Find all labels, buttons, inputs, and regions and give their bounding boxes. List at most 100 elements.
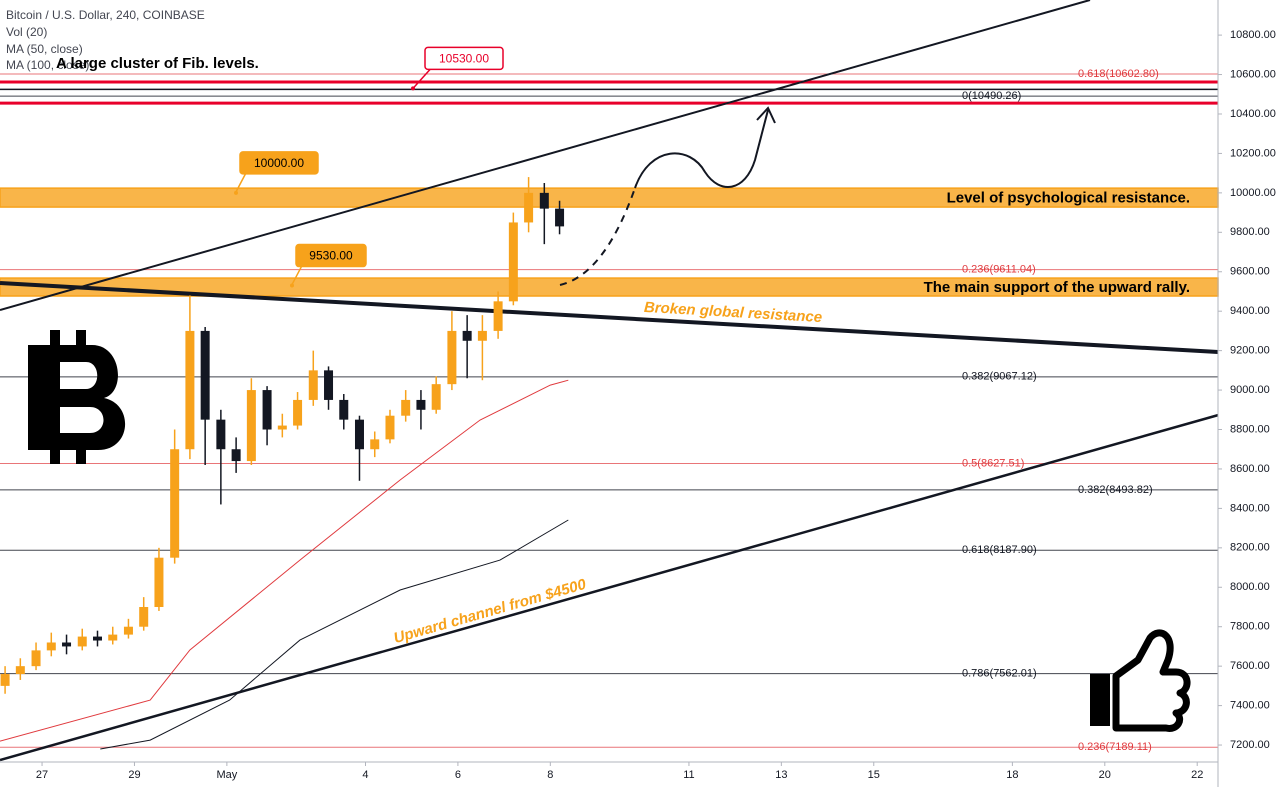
fib-level-label: 0.382(8493.82) xyxy=(1078,484,1153,496)
y-tick-label: 8400.00 xyxy=(1230,502,1270,514)
candle-body xyxy=(108,634,118,641)
x-tick-label: May xyxy=(216,769,237,781)
candle-body xyxy=(92,636,102,641)
fib-level-label: 0.382(9067.12) xyxy=(962,371,1037,383)
callout-label: 10530.00 xyxy=(439,52,489,66)
candle-body xyxy=(31,650,41,667)
callout-dot xyxy=(290,283,294,288)
candle-body xyxy=(416,399,426,410)
x-tick-label: 4 xyxy=(362,769,368,781)
y-tick-label: 10800.00 xyxy=(1230,29,1276,41)
candle-body xyxy=(462,330,472,341)
candle-body xyxy=(200,330,210,420)
x-tick-label: 27 xyxy=(36,769,48,781)
indicator-label: Vol (20) xyxy=(6,25,47,39)
candle-body xyxy=(401,399,411,416)
callout-dot xyxy=(411,86,415,91)
candle-body xyxy=(493,301,503,331)
candle-body xyxy=(524,192,534,223)
ma-line xyxy=(0,379,569,742)
fib-level-label: 0.618(8187.90) xyxy=(962,544,1037,556)
fib-level-label: 0.5(8627.51) xyxy=(962,457,1024,469)
ma-line xyxy=(100,519,569,750)
trendline xyxy=(0,0,1091,311)
x-tick-label: 18 xyxy=(1006,769,1018,781)
callout-label: 9530.00 xyxy=(309,249,353,263)
callout-label: 10000.00 xyxy=(254,156,304,170)
forecast-dashed xyxy=(559,187,636,286)
candle-body xyxy=(15,666,25,675)
candle-body xyxy=(477,330,487,341)
y-tick-label: 7800.00 xyxy=(1230,621,1270,633)
x-tick-label: 6 xyxy=(455,769,461,781)
y-tick-label: 9000.00 xyxy=(1230,384,1270,396)
y-tick-label: 9600.00 xyxy=(1230,266,1270,278)
y-tick-label: 8000.00 xyxy=(1230,581,1270,593)
candle-body xyxy=(0,674,10,686)
candle-body xyxy=(385,415,395,440)
y-tick-label: 10600.00 xyxy=(1230,68,1276,80)
y-tick-label: 8800.00 xyxy=(1230,423,1270,435)
y-tick-label: 10000.00 xyxy=(1230,187,1276,199)
back-layer xyxy=(0,73,1219,748)
candle-body xyxy=(277,425,287,430)
candle-body xyxy=(246,390,256,462)
candle-body xyxy=(539,192,549,209)
candle-body xyxy=(77,636,87,647)
zone-label: Level of psychological resistance. xyxy=(947,190,1190,207)
callout-dot xyxy=(234,190,238,195)
candle-body xyxy=(185,330,195,450)
bitcoin-logo xyxy=(28,330,126,464)
candle-body xyxy=(370,439,380,450)
y-tick-label: 9800.00 xyxy=(1230,226,1270,238)
candle-body xyxy=(324,370,334,400)
y-tick-label: 10200.00 xyxy=(1230,147,1276,159)
fib-level-label: 0.786(7562.01) xyxy=(962,668,1037,680)
candle-body xyxy=(308,370,318,400)
chart-title: Bitcoin / U.S. Dollar, 240, COINBASE xyxy=(6,8,205,22)
x-tick-label: 11 xyxy=(683,769,694,781)
fib-level-label: 0.236(7189.11) xyxy=(1078,741,1152,753)
candle-body xyxy=(216,419,226,450)
legend-entry: MA (100, close) xyxy=(6,58,89,72)
forecast-curve xyxy=(634,109,769,189)
y-tick-label: 7200.00 xyxy=(1230,739,1270,751)
candle-body xyxy=(555,208,565,227)
x-tick-label: 20 xyxy=(1099,769,1111,781)
candle-body xyxy=(262,390,272,430)
candle-body xyxy=(139,606,149,627)
candle-body xyxy=(339,399,349,420)
callout-pointer xyxy=(235,172,247,193)
x-tick-label: 8 xyxy=(547,769,553,781)
fib-level-label: 0(10490.26) xyxy=(962,90,1021,102)
fib-level-label: 0.236(9611.04) xyxy=(962,263,1036,275)
main-layer xyxy=(0,0,1219,762)
y-tick-label: 7400.00 xyxy=(1230,700,1270,712)
annotation: A large cluster of Fib. levels. xyxy=(56,55,259,72)
x-tick-label: 13 xyxy=(775,769,787,781)
candle-body xyxy=(46,642,56,651)
trendline xyxy=(0,413,1219,762)
x-tick-label: 29 xyxy=(128,769,140,781)
candle-body xyxy=(431,384,441,410)
y-tick-label: 10400.00 xyxy=(1230,108,1276,120)
y-tick-label: 8200.00 xyxy=(1230,542,1270,554)
legend-entry: MA (50, close) xyxy=(6,42,83,56)
y-tick-label: 9400.00 xyxy=(1230,305,1270,317)
candle-body xyxy=(508,222,518,302)
forecast-arrowhead xyxy=(756,106,776,124)
trendline xyxy=(0,280,1219,355)
candle-body xyxy=(293,399,303,426)
candle-body xyxy=(154,557,164,607)
callout-box xyxy=(239,151,319,175)
candle-body xyxy=(231,449,241,462)
callout-pointer xyxy=(412,67,432,89)
callout-pointer xyxy=(291,265,303,285)
candle-body xyxy=(170,449,180,558)
callout-box xyxy=(424,46,504,71)
fib-level-label: 0.618(10602.80) xyxy=(1078,68,1159,80)
y-tick-label: 8600.00 xyxy=(1230,463,1270,475)
x-tick-label: 15 xyxy=(868,769,880,781)
